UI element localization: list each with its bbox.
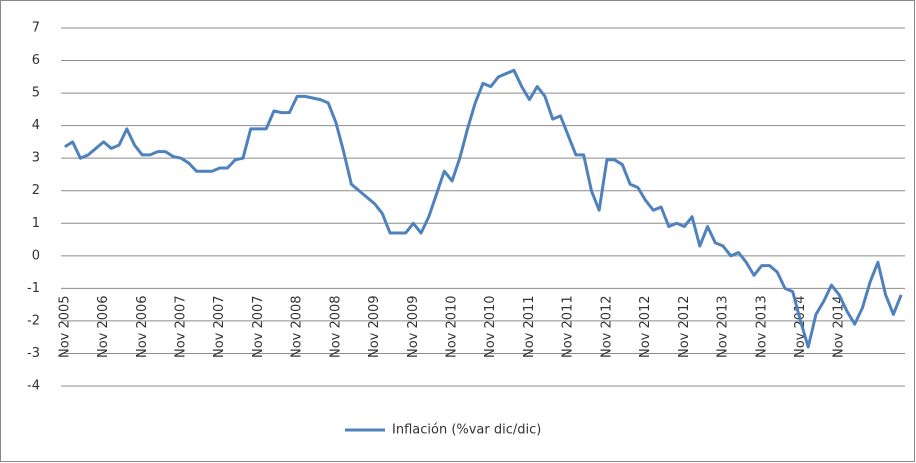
- y-tick-label: 0: [32, 248, 40, 263]
- legend-label: Inflación (%var dic/dic): [392, 423, 541, 438]
- x-tick-label: Nov 2007: [174, 295, 189, 358]
- x-tick-label: Nov 2006: [135, 295, 150, 358]
- y-tick-label: -3: [27, 346, 40, 361]
- y-tick-label: -1: [27, 281, 40, 296]
- x-tick-label: Nov 2011: [561, 295, 576, 358]
- x-tick-label: Nov 2014: [832, 295, 847, 358]
- x-tick-label: Nov 2005: [57, 295, 72, 358]
- x-tick-label: Nov 2007: [212, 295, 227, 358]
- x-tick-label: Nov 2012: [599, 295, 614, 358]
- x-tick-label: Nov 2009: [367, 295, 382, 358]
- x-tick-label: Nov 2011: [522, 295, 537, 358]
- y-tick-label: -4: [27, 379, 40, 394]
- y-tick-label: 2: [32, 183, 40, 198]
- x-tick-label: Nov 2010: [445, 295, 460, 358]
- x-tick-label: Nov 2008: [328, 295, 343, 358]
- y-tick-label: 7: [32, 21, 40, 36]
- y-tick-label: 6: [32, 53, 40, 68]
- x-tick-label: Nov 2006: [96, 295, 111, 358]
- y-tick-label: 3: [32, 151, 40, 166]
- x-tick-label: Nov 2009: [406, 295, 421, 358]
- x-tick-label: Nov 2010: [483, 295, 498, 358]
- x-tick-label: Nov 2013: [716, 295, 731, 358]
- x-tick-label: Nov 2012: [638, 295, 653, 358]
- x-tick-label: Nov 2013: [754, 295, 769, 358]
- line: [64, 68, 903, 349]
- y-tick-label: -2: [27, 313, 40, 328]
- x-tick-label: Nov 2012: [677, 295, 692, 358]
- x-tick-label: Nov 2008: [290, 295, 305, 358]
- y-tick-label: 5: [32, 86, 40, 101]
- x-tick-label: Nov 2007: [251, 295, 266, 358]
- y-tick-label: 1: [32, 216, 40, 231]
- y-tick-label: 4: [32, 118, 40, 133]
